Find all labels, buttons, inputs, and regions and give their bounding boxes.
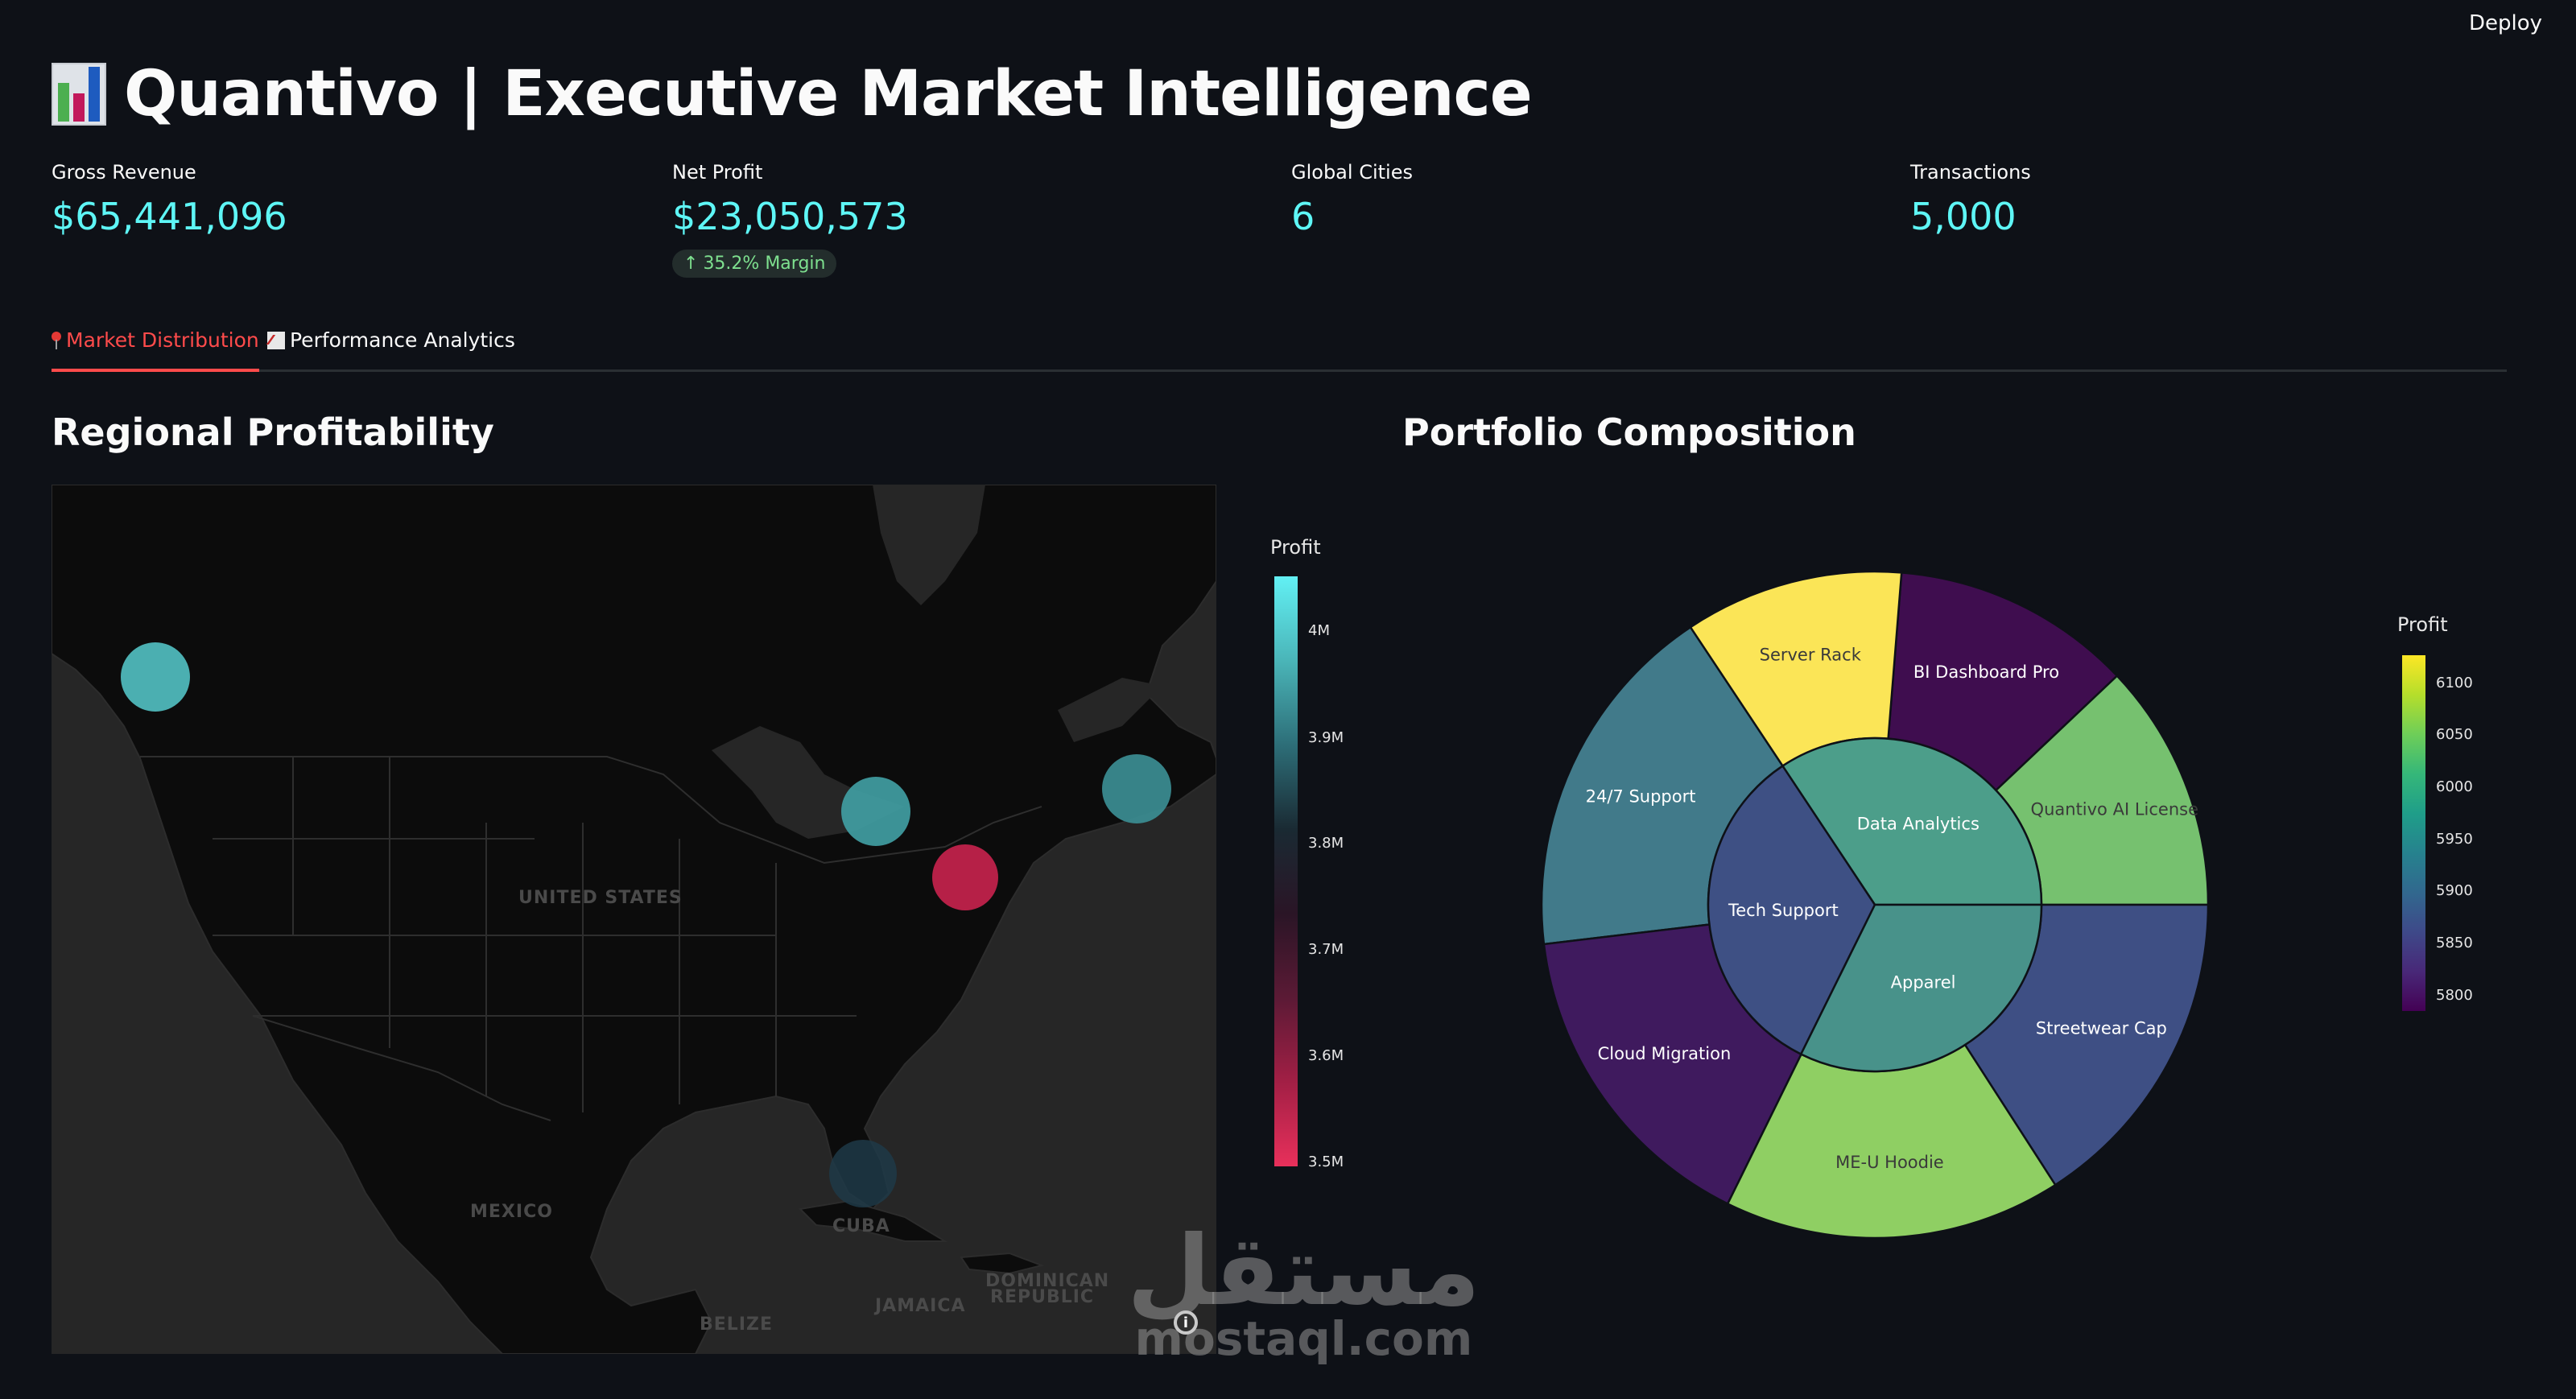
map-label: UNITED STATES — [518, 888, 683, 908]
metric-label: Net Profit — [672, 161, 763, 184]
info-icon[interactable]: i — [1174, 1310, 1198, 1335]
colorbar-tick: 6100 — [2436, 675, 2473, 691]
state-borders — [213, 757, 857, 1112]
colorbar-tick: 5850 — [2436, 935, 2473, 951]
sunburst-label: Data Analytics — [1857, 815, 1979, 834]
metric-label: Gross Revenue — [52, 161, 196, 184]
sunburst-segment-apparel[interactable] — [1799, 903, 2043, 1073]
map-points — [121, 642, 1171, 1207]
map-point-new-york[interactable] — [932, 844, 998, 910]
colorbar-tick: 5800 — [2436, 987, 2473, 1004]
metric-label: Transactions — [1910, 161, 2031, 184]
metric-value: $23,050,573 — [672, 195, 908, 238]
metric-value: 5,000 — [1910, 195, 2017, 238]
tab-label: Market Distribution — [66, 328, 259, 352]
colorbar-tick: 3.6M — [1308, 1047, 1344, 1064]
metric-label: Global Cities — [1291, 161, 1413, 184]
metric-value: $65,441,096 — [52, 195, 287, 238]
colorbar-tick: 3.9M — [1308, 729, 1344, 746]
us-mexico-border — [252, 1015, 551, 1121]
colorbar-tick: 6050 — [2436, 726, 2473, 743]
sunburst-label: ME-U Hoodie — [1835, 1153, 1944, 1172]
sunburst-label: Streetwear Cap — [2036, 1018, 2167, 1038]
sunburst-colorbar-title: Profit — [2397, 613, 2448, 636]
map-colorbar-title: Profit — [1270, 536, 1321, 559]
map-point-vancouver[interactable] — [121, 642, 190, 712]
page-title: Quantivo | Executive Market Intelligence — [52, 58, 1533, 130]
metric-net-profit: Net Profit $23,050,573 ↑ 35.2% Margin — [672, 161, 908, 278]
pin-icon — [52, 331, 61, 349]
sunburst-label: Tech Support — [1728, 901, 1839, 920]
metric-value: 6 — [1291, 195, 1315, 238]
tab-market-distribution[interactable]: Market Distribution — [52, 328, 259, 372]
map-canvas[interactable]: UNITED STATES MEXICO CUBA JAMAICA DOMINICANR… — [52, 485, 1216, 1354]
sunburst-label: Quantivo AI License — [2031, 799, 2198, 819]
deploy-button[interactable]: Deploy — [2462, 8, 2549, 39]
map-colorbar-ticks: 4M 3.9M 3.8M 3.7M 3.6M 3.5M — [1308, 576, 1373, 1170]
sunburst-colorbar: Profit — [2397, 613, 2448, 636]
map-point-halifax[interactable] — [1102, 754, 1171, 823]
map-label: DOMINICAN — [985, 1271, 1109, 1291]
sunburst-label: BI Dashboard Pro — [1913, 662, 2059, 682]
tab-performance-analytics[interactable]: Performance Analytics — [267, 328, 515, 352]
map-colorbar: Profit — [1270, 536, 1321, 559]
map-label: CUBA — [832, 1216, 890, 1236]
metric-global-cities: Global Cities 6 — [1291, 161, 1413, 238]
metric-delta-text: 35.2% Margin — [703, 254, 826, 274]
section-title-portfolio-composition: Portfolio Composition — [1402, 411, 1856, 454]
map-label: MEXICO — [470, 1202, 553, 1222]
sunburst-segment-tech-support[interactable] — [1707, 764, 1876, 1056]
sunburst-label: Server Rack — [1760, 646, 1862, 665]
page-title-text: Quantivo | Executive Market Intelligence — [124, 58, 1533, 130]
colorbar-tick: 4M — [1308, 622, 1330, 639]
metric-gross-revenue: Gross Revenue $65,441,096 — [52, 161, 287, 238]
map-label: REPUBLIC — [990, 1287, 1094, 1307]
watermark: مستقل mostaql.com — [1127, 1215, 1480, 1363]
map-label: JAMAICA — [873, 1296, 966, 1316]
sunburst-colorbar-ticks: 6100 6050 6000 5950 5900 5850 5800 — [2436, 655, 2500, 1011]
map-labels: UNITED STATES MEXICO CUBA JAMAICA DOMINICANR… — [470, 888, 1109, 1335]
watermark-arabic: مستقل — [1127, 1215, 1480, 1327]
map-point-toronto[interactable] — [841, 777, 910, 846]
gulf-of-st-lawrence — [1058, 678, 1162, 742]
metric-transactions: Transactions 5,000 — [1910, 161, 2031, 238]
us-canada-border — [140, 756, 1042, 865]
colorbar-tick: 5900 — [2436, 882, 2473, 899]
arrow-up-icon: ↑ — [683, 254, 699, 274]
profit-map[interactable]: UNITED STATES MEXICO CUBA JAMAICA DOMINICAN R… — [52, 485, 1216, 1354]
map-point-miami[interactable] — [829, 1140, 897, 1207]
section-title-regional-profitability: Regional Profitability — [52, 411, 494, 454]
colorbar-tick: 6000 — [2436, 778, 2473, 795]
tab-label: Performance Analytics — [290, 328, 515, 352]
tab-divider — [52, 369, 2507, 372]
colorbar-tick: 3.5M — [1308, 1153, 1344, 1170]
sunburst-label: Cloud Migration — [1598, 1044, 1732, 1063]
north-america-landmass — [52, 485, 1216, 1354]
hispaniola-island — [960, 1252, 1045, 1275]
hudson-bay — [873, 485, 985, 605]
sunburst-label: Apparel — [1891, 973, 1956, 993]
map-label: BELIZE — [700, 1314, 773, 1335]
sunburst-label: 24/7 Support — [1586, 787, 1696, 807]
metric-delta-badge: ↑ 35.2% Margin — [672, 250, 837, 278]
colorbar-tick: 3.8M — [1308, 835, 1344, 852]
colorbar-tick: 5950 — [2436, 831, 2473, 848]
bar-chart-icon — [52, 63, 106, 126]
map-colorbar-gradient — [1274, 576, 1298, 1166]
sunburst-colorbar-gradient — [2402, 655, 2425, 1011]
tab-bar: Market Distribution Performance Analytic… — [52, 322, 2507, 372]
colorbar-tick: 3.7M — [1308, 941, 1344, 958]
chart-increasing-icon — [267, 331, 285, 349]
